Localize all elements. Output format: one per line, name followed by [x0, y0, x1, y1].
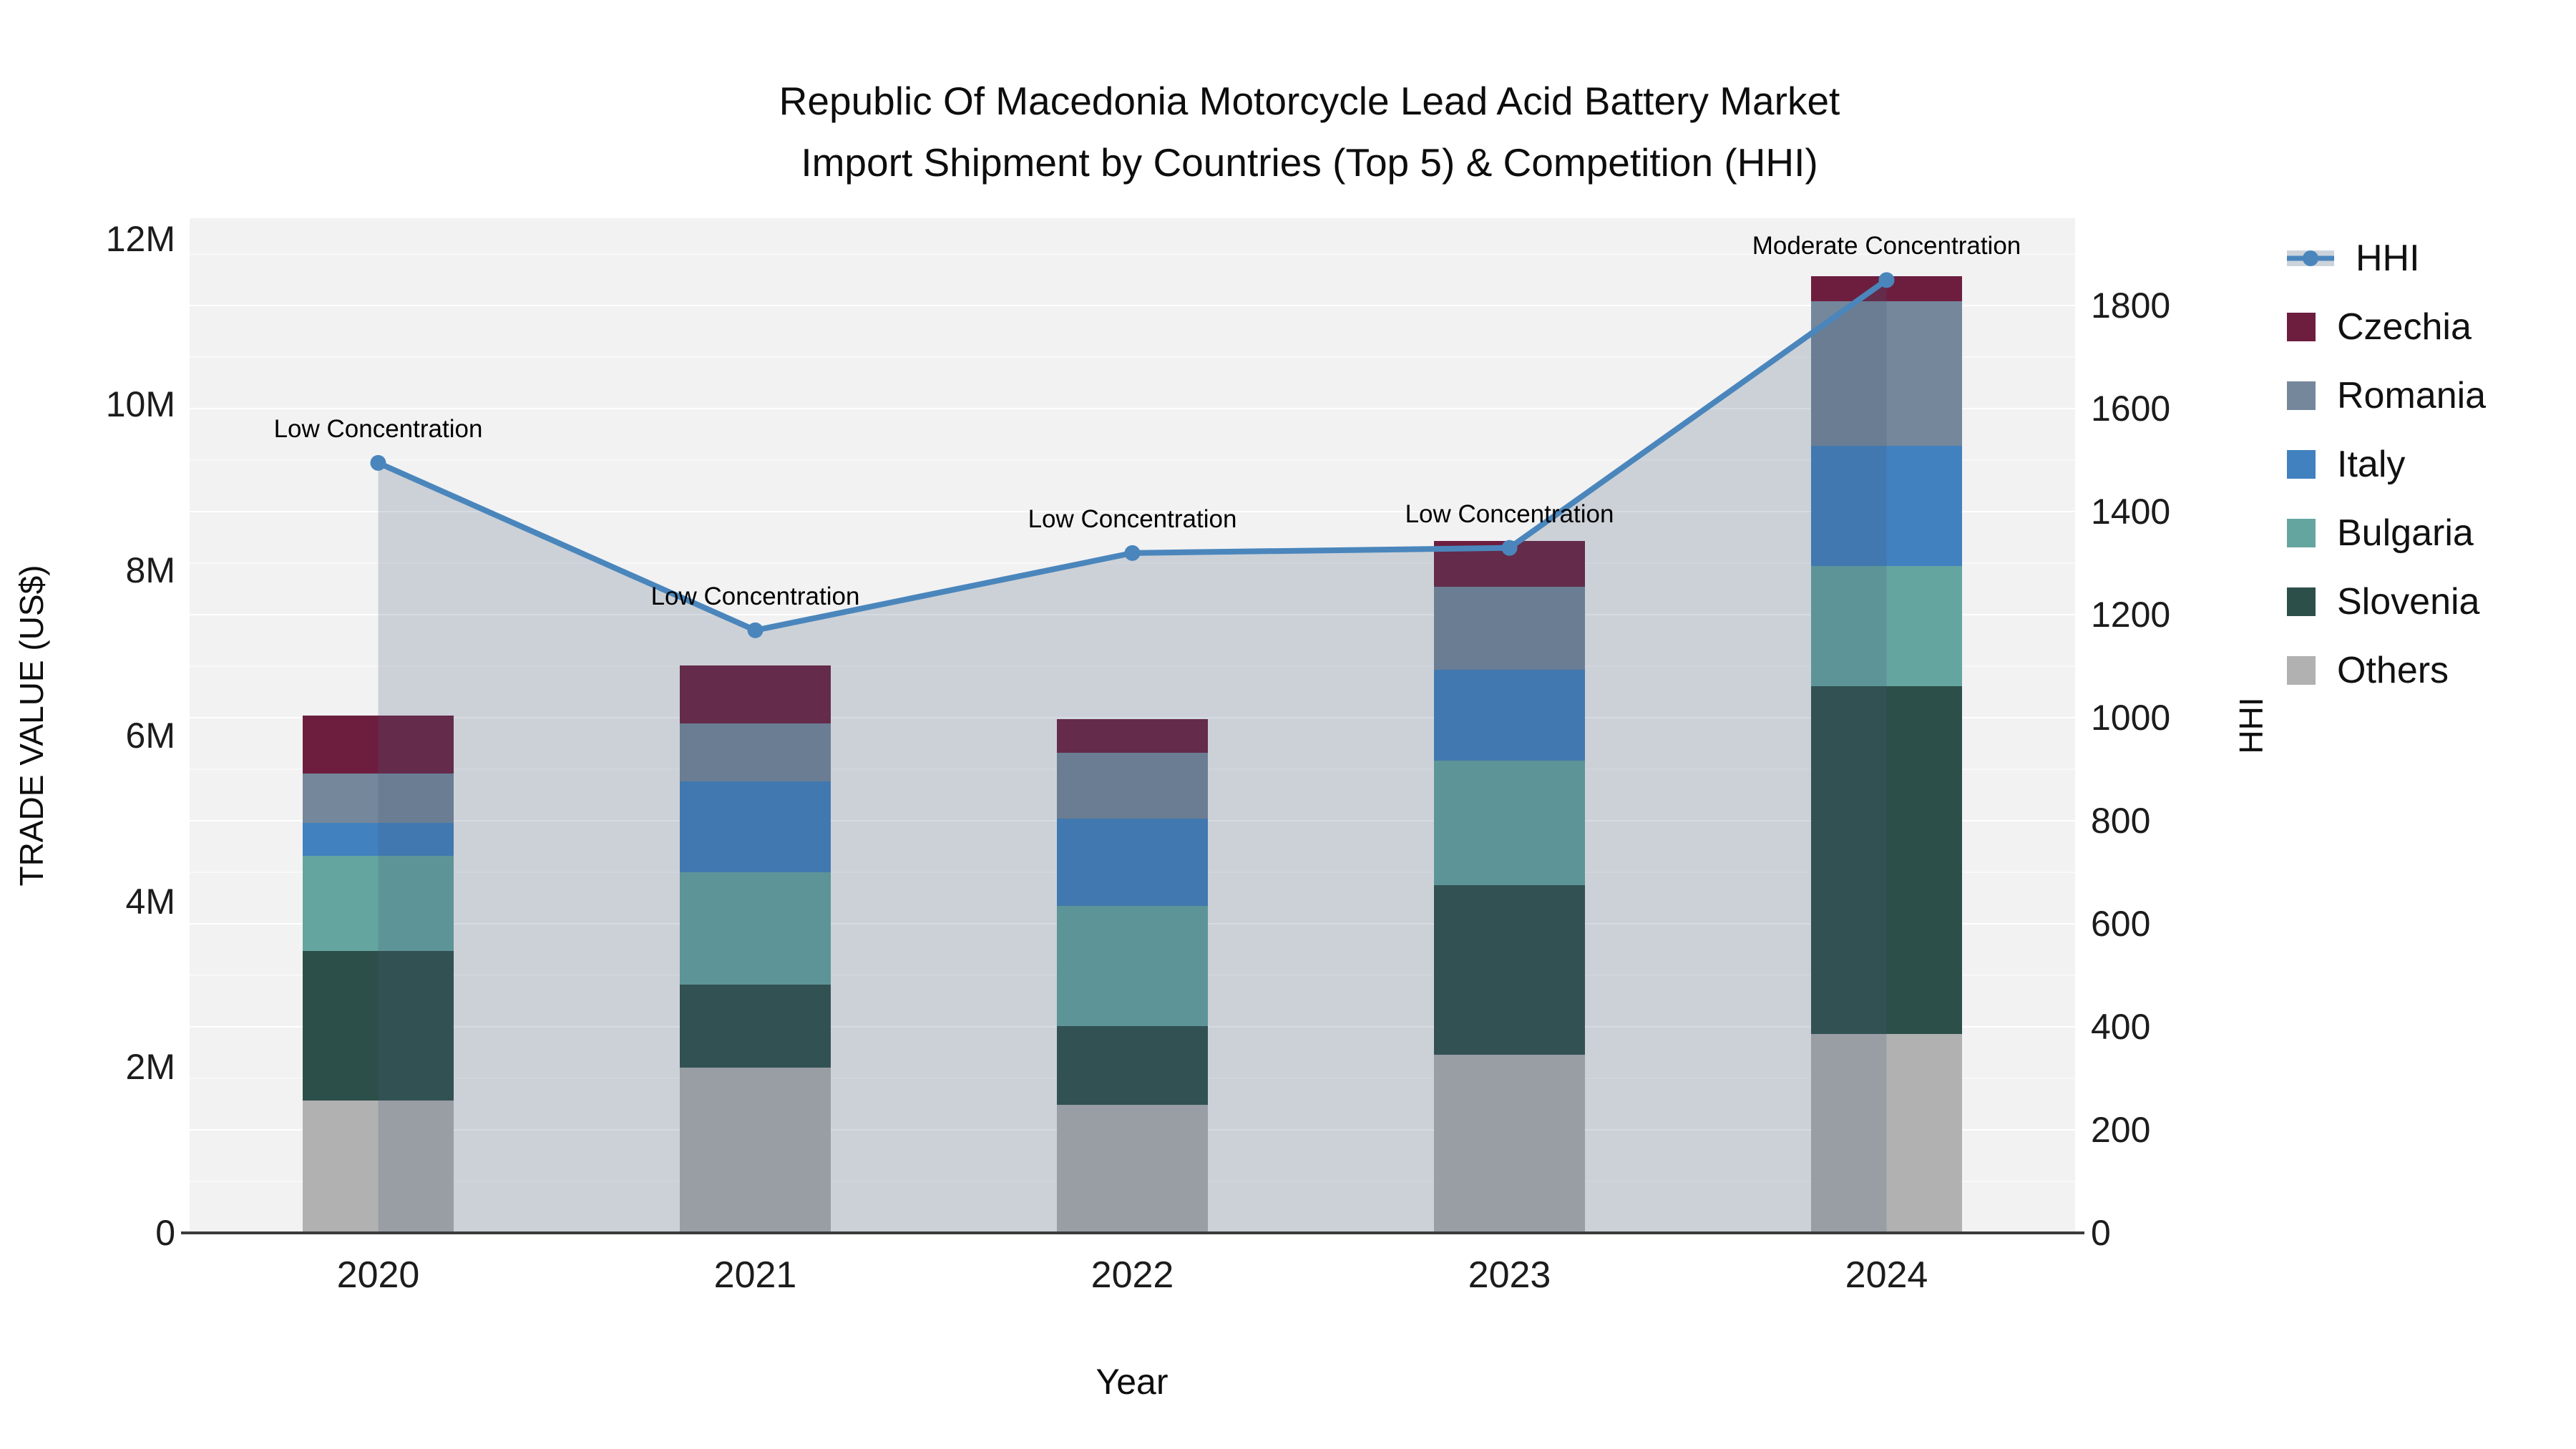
y-left-tick-2M: 2M [125, 1047, 175, 1088]
hhi-marker-2021[interactable] [747, 622, 763, 638]
legend-item-slovenia[interactable]: Slovenia [2287, 567, 2486, 636]
bar-segment-czechia-2020[interactable] [303, 715, 454, 774]
legend-swatch-bulgaria [2287, 519, 2316, 547]
legend-label-italy: Italy [2337, 444, 2406, 485]
y-left-tick-0: 0 [155, 1213, 175, 1253]
bar-segment-others-2021[interactable] [680, 1067, 831, 1233]
bar-segment-czechia-2021[interactable] [680, 665, 831, 724]
bar-segment-others-2024[interactable] [1811, 1034, 1962, 1233]
y-left-tick-6M: 6M [125, 716, 175, 756]
legend: HHI Czechia Romania Italy Bulgaria Slovenia Ot… [2287, 224, 2486, 705]
bar-segment-slovenia-2024[interactable] [1811, 686, 1962, 1035]
bar-segment-romania-2023[interactable] [1434, 587, 1585, 670]
bar-segment-romania-2020[interactable] [303, 773, 454, 824]
hhi-overlay [370, 272, 1895, 1233]
y-left-tick-4M: 4M [125, 881, 175, 922]
annotation-2021: Low Concentration [650, 582, 860, 610]
bar-segment-romania-2021[interactable] [680, 723, 831, 782]
bar-segment-bulgaria-2022[interactable] [1057, 905, 1208, 1026]
x-tick-2024: 2024 [1845, 1254, 1928, 1296]
annotation-2020: Low Concentration [273, 414, 483, 443]
y-right-tick-200: 200 [2091, 1110, 2151, 1151]
hhi-marker-2022[interactable] [1124, 545, 1141, 561]
bar-segment-slovenia-2023[interactable] [1434, 884, 1585, 1055]
bar-segment-others-2022[interactable] [1057, 1104, 1208, 1233]
bar-segment-romania-2024[interactable] [1811, 301, 1962, 447]
bar-segment-bulgaria-2021[interactable] [680, 872, 831, 985]
annotation-2024: Moderate Concentration [1752, 232, 2021, 260]
legend-swatch-slovenia [2287, 587, 2316, 616]
y-right-tick-1800: 1800 [2091, 286, 2171, 326]
hhi-marker-2023[interactable] [1501, 540, 1518, 556]
y-right-tick-1600: 1600 [2091, 389, 2171, 429]
bar-segment-italy-2023[interactable] [1434, 669, 1585, 761]
y-right-tick-1200: 1200 [2091, 595, 2171, 635]
bar-segment-romania-2022[interactable] [1057, 752, 1208, 819]
y-right-tick-600: 600 [2091, 904, 2151, 945]
hhi-area-fill [378, 280, 1887, 1233]
y-right-tick-400: 400 [2091, 1007, 2151, 1048]
x-tick-2020: 2020 [336, 1254, 420, 1296]
bar-segment-others-2023[interactable] [1434, 1055, 1585, 1233]
x-tick-2023: 2023 [1468, 1254, 1551, 1296]
legend-item-czechia[interactable]: Czechia [2287, 293, 2486, 361]
x-axis-line [181, 1231, 2084, 1234]
chart-title-line1: Republic Of Macedonia Motorcycle Lead Ac… [779, 79, 1840, 123]
legend-hhi-line-icon [2287, 250, 2334, 266]
legend-swatch-others [2287, 656, 2316, 685]
chart-title: Republic Of Macedonia Motorcycle Lead Ac… [21, 70, 2576, 193]
legend-label-romania: Romania [2337, 375, 2487, 416]
x-tick-2022: 2022 [1091, 1254, 1174, 1296]
bar-segment-slovenia-2020[interactable] [303, 951, 454, 1101]
legend-swatch-czechia [2287, 313, 2316, 341]
legend-label-others: Others [2337, 650, 2449, 691]
y-right-tick-1000: 1000 [2091, 698, 2171, 738]
legend-item-hhi[interactable]: HHI [2287, 224, 2486, 293]
y-right-tick-1400: 1400 [2091, 492, 2171, 532]
bar-segment-italy-2021[interactable] [680, 781, 831, 873]
bar-segment-czechia-2022[interactable] [1057, 719, 1208, 753]
y-left-tick-10M: 10M [105, 384, 175, 425]
legend-item-others[interactable]: Others [2287, 636, 2486, 705]
legend-label-czechia: Czechia [2337, 306, 2472, 348]
hhi-marker-2024[interactable] [1878, 272, 1895, 288]
bar-segment-bulgaria-2024[interactable] [1811, 566, 1962, 687]
bar-segment-italy-2020[interactable] [303, 823, 454, 857]
bar-segment-bulgaria-2023[interactable] [1434, 761, 1585, 885]
hhi-marker-2020[interactable] [370, 454, 386, 471]
bar-segment-italy-2022[interactable] [1057, 819, 1208, 906]
x-tick-2021: 2021 [713, 1254, 797, 1296]
annotation-2022: Low Concentration [1028, 504, 1237, 533]
legend-item-bulgaria[interactable]: Bulgaria [2287, 499, 2486, 567]
annotation-2023: Low Concentration [1405, 499, 1614, 528]
bar-segment-slovenia-2021[interactable] [680, 984, 831, 1068]
y-right-tick-0: 0 [2091, 1213, 2111, 1253]
bar-segment-slovenia-2022[interactable] [1057, 1025, 1208, 1105]
y-left-tick-8M: 8M [125, 550, 175, 590]
legend-item-romania[interactable]: Romania [2287, 361, 2486, 430]
bar-segment-bulgaria-2020[interactable] [303, 856, 454, 952]
bar-segment-others-2020[interactable] [303, 1100, 454, 1233]
y-right-tick-800: 800 [2091, 801, 2151, 841]
legend-label-bulgaria: Bulgaria [2337, 512, 2474, 554]
legend-swatch-italy [2287, 450, 2316, 479]
bar-segment-italy-2024[interactable] [1811, 446, 1962, 567]
x-axis-title: Year [1096, 1362, 1169, 1402]
legend-label-slovenia: Slovenia [2337, 581, 2480, 623]
chart-title-line2: Import Shipment by Countries (Top 5) & C… [801, 140, 1818, 185]
y-left-tick-12M: 12M [105, 218, 175, 259]
plot-area [190, 218, 2075, 1233]
legend-item-italy[interactable]: Italy [2287, 430, 2486, 499]
legend-label-hhi: HHI [2356, 238, 2420, 279]
legend-swatch-romania [2287, 381, 2316, 410]
